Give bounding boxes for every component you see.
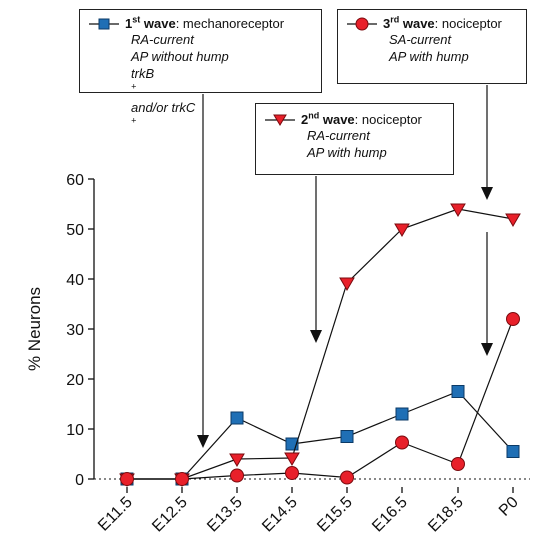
- legend-1-line-2: AP without hump: [131, 48, 315, 65]
- series-wave2: [120, 204, 520, 486]
- x-tick-label: E15.5: [314, 494, 356, 536]
- legend-2-sup: nd: [308, 111, 319, 121]
- legend-wave-1: 1st wave: mechanoreceptor RA-current AP …: [79, 9, 322, 93]
- series-line-wave3: [127, 319, 513, 479]
- data-point-wave3: [121, 473, 134, 486]
- x-tick-label: E18.5: [425, 494, 467, 536]
- x-tick-labels: E11.5 E12.5 E13.5 E14.5 E15.5 E16.5 E18.5 P0: [95, 494, 522, 536]
- x-tick-label: P0: [496, 494, 522, 520]
- data-point-wave1: [507, 446, 519, 458]
- series-wave3: [121, 313, 520, 486]
- legend-2-type: : nociceptor: [355, 112, 422, 127]
- data-point-wave2: [285, 453, 299, 465]
- data-point-wave3: [286, 467, 299, 480]
- x-tick-label: E14.5: [259, 494, 301, 536]
- legend-2-word: wave: [323, 112, 355, 127]
- data-point-wave2: [340, 278, 354, 290]
- data-point-wave3: [507, 313, 520, 326]
- y-tick-label: 20: [66, 372, 84, 389]
- wave-2-arrow: [310, 176, 322, 343]
- legend-3-line-1: SA-current: [389, 31, 520, 48]
- x-tick-label: E16.5: [369, 494, 411, 536]
- legend-key-triangle: [265, 113, 295, 127]
- y-tick-label: 60: [66, 172, 84, 189]
- legend-key-circle: [347, 17, 377, 31]
- wave-3-arrow-upper: [481, 85, 493, 200]
- legend-wave-3: 3rd wave: nociceptor SA-current AP with …: [337, 9, 527, 84]
- legend-3-word: wave: [403, 16, 435, 31]
- data-point-wave2: [230, 454, 244, 466]
- data-point-wave1: [452, 386, 464, 398]
- data-point-wave3: [341, 471, 354, 484]
- y-tick-label: 10: [66, 422, 84, 439]
- series-line-wave2: [127, 209, 513, 479]
- y-tick-label: 50: [66, 222, 84, 239]
- legend-1-line-1: RA-current: [131, 31, 315, 48]
- legend-3-sup: rd: [390, 15, 399, 25]
- y-tick-label: 0: [75, 472, 84, 489]
- data-point-wave3: [231, 469, 244, 482]
- data-point-wave3: [176, 473, 189, 486]
- wave-1-arrow: [197, 94, 209, 448]
- x-tick-label: E12.5: [149, 494, 191, 536]
- series-layer: [120, 204, 520, 486]
- legend-3-line-2: AP with hump: [389, 48, 520, 65]
- legend-key-square: [89, 17, 119, 31]
- y-axis-label: % Neurons: [25, 287, 44, 371]
- x-tick-label: E11.5: [95, 494, 136, 535]
- y-tick-labels: 0 10 20 30 40 50 60: [66, 172, 84, 489]
- legend-1-type: : mechanoreceptor: [176, 16, 284, 31]
- legend-1-sup: st: [132, 15, 140, 25]
- data-point-wave1: [396, 408, 408, 420]
- data-point-wave1: [231, 412, 243, 424]
- legend-3-type: : nociceptor: [435, 16, 502, 31]
- data-point-wave1: [341, 431, 353, 443]
- data-point-wave3: [396, 436, 409, 449]
- legend-1-word: wave: [144, 16, 176, 31]
- legend-wave-2: 2nd wave: nociceptor RA-current AP with …: [255, 103, 454, 175]
- x-tick-label: E13.5: [204, 494, 246, 536]
- y-tick-label: 30: [66, 322, 84, 339]
- y-tick-label: 40: [66, 272, 84, 289]
- data-point-wave3: [452, 458, 465, 471]
- data-point-wave2: [506, 214, 520, 226]
- legend-2-line-2: AP with hump: [307, 144, 447, 161]
- legend-2-line-1: RA-current: [307, 127, 447, 144]
- axes: [88, 179, 530, 493]
- wave-3-arrow-lower: [481, 232, 493, 356]
